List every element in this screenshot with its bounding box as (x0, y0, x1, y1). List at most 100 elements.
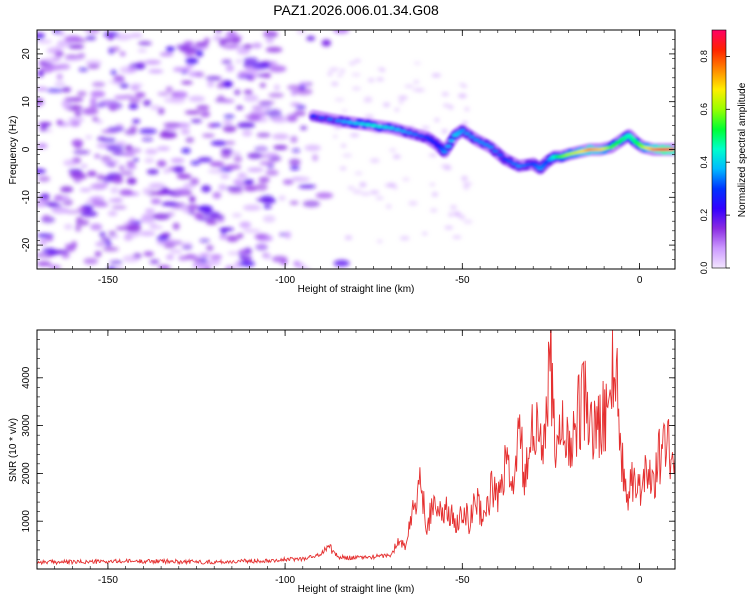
noise-blob (161, 201, 179, 207)
noise-blob (83, 257, 99, 265)
noise-blob (37, 175, 51, 183)
noise-blob (464, 107, 470, 112)
noise-blob (278, 195, 286, 201)
noise-blob (201, 185, 212, 193)
noise-blob (91, 81, 106, 87)
noise-blob (122, 255, 140, 263)
noise-blob (157, 91, 171, 96)
noise-blob (247, 152, 263, 159)
ridge-core (434, 143, 441, 147)
noise-blob (45, 66, 57, 71)
noise-blob (339, 166, 347, 170)
noise-blob (85, 59, 102, 66)
noise-blob (99, 231, 106, 237)
ridge-core (352, 121, 360, 125)
noise-blob (38, 122, 52, 127)
noise-blob (259, 82, 266, 88)
snr-x-label: Height of straight line (km) (298, 584, 415, 595)
x-tick-label: -100 (275, 575, 295, 586)
noise-blob (122, 152, 136, 157)
noise-blob (196, 49, 204, 57)
noise-blob (227, 251, 242, 256)
noise-blob (77, 52, 86, 59)
noise-blob (126, 224, 142, 232)
noise-blob (232, 179, 243, 185)
noise-blob (85, 135, 93, 140)
noise-blob (382, 102, 391, 108)
noise-blob (239, 221, 252, 229)
noise-blob (257, 100, 275, 105)
noise-blob (128, 97, 141, 104)
noise-blob (157, 107, 165, 115)
noise-blob (221, 98, 235, 104)
noise-blob (203, 37, 210, 43)
noise-blob (223, 119, 233, 126)
noise-blob (138, 40, 152, 46)
noise-blob (255, 244, 268, 249)
colorbar-tick-label: 0.8 (699, 50, 709, 63)
noise-blob (141, 137, 154, 142)
noise-blob (236, 47, 251, 55)
ridge-core (376, 124, 383, 128)
noise-blob (230, 36, 241, 44)
noise-blob (327, 71, 333, 76)
noise-blob (74, 224, 82, 232)
noise-blob (40, 193, 50, 199)
noise-blob (110, 186, 119, 194)
ridge-core (496, 153, 504, 157)
noise-blob (404, 84, 414, 88)
noise-blob (186, 49, 197, 57)
noise-blob (450, 205, 457, 210)
noise-blob (61, 252, 70, 259)
noise-blob (82, 107, 99, 115)
noise-blob (251, 42, 262, 49)
noise-blob (256, 233, 269, 240)
ridge-core (614, 140, 622, 144)
noise-blob (218, 38, 233, 43)
x-tick-label: -100 (275, 275, 295, 286)
noise-blob (263, 30, 278, 39)
noise-blob (398, 100, 404, 104)
noise-blob (243, 185, 258, 192)
noise-blob (37, 86, 48, 92)
noise-blob (56, 73, 63, 81)
noise-blob (209, 161, 225, 168)
noise-blob (128, 103, 139, 110)
noise-blob (257, 144, 267, 153)
noise-blob (96, 174, 105, 181)
noise-blob (180, 128, 191, 135)
ridge-core (318, 116, 326, 120)
noise-blob (123, 94, 135, 100)
noise-blob (244, 247, 252, 255)
noise-blob (452, 235, 462, 239)
noise-blob (185, 137, 195, 143)
noise-blob (62, 103, 71, 110)
noise-blob (268, 92, 284, 98)
noise-blob (463, 219, 473, 224)
noise-blob (199, 238, 210, 243)
noise-blob (247, 167, 264, 172)
noise-blob (94, 154, 101, 159)
noise-blob (255, 183, 268, 191)
noise-blob (264, 253, 272, 260)
ridge-core (358, 122, 366, 126)
noise-blob (126, 177, 137, 185)
noise-blob (242, 44, 253, 49)
noise-blob (144, 208, 156, 214)
noise-blob (52, 198, 64, 202)
ridge-core (388, 126, 395, 130)
noise-blob (421, 126, 430, 130)
noise-blob (367, 78, 375, 83)
noise-blob (223, 114, 235, 119)
noise-blob (369, 158, 380, 164)
noise-blob (243, 179, 254, 185)
noise-blob (107, 35, 114, 41)
colorbar-tick-label: 0.2 (699, 209, 709, 222)
noise-blob (243, 204, 261, 211)
noise-blob (90, 223, 103, 231)
ridge-core (539, 164, 547, 168)
ridge-core (463, 132, 471, 136)
noise-blob (344, 235, 353, 240)
noise-blob (197, 157, 213, 163)
